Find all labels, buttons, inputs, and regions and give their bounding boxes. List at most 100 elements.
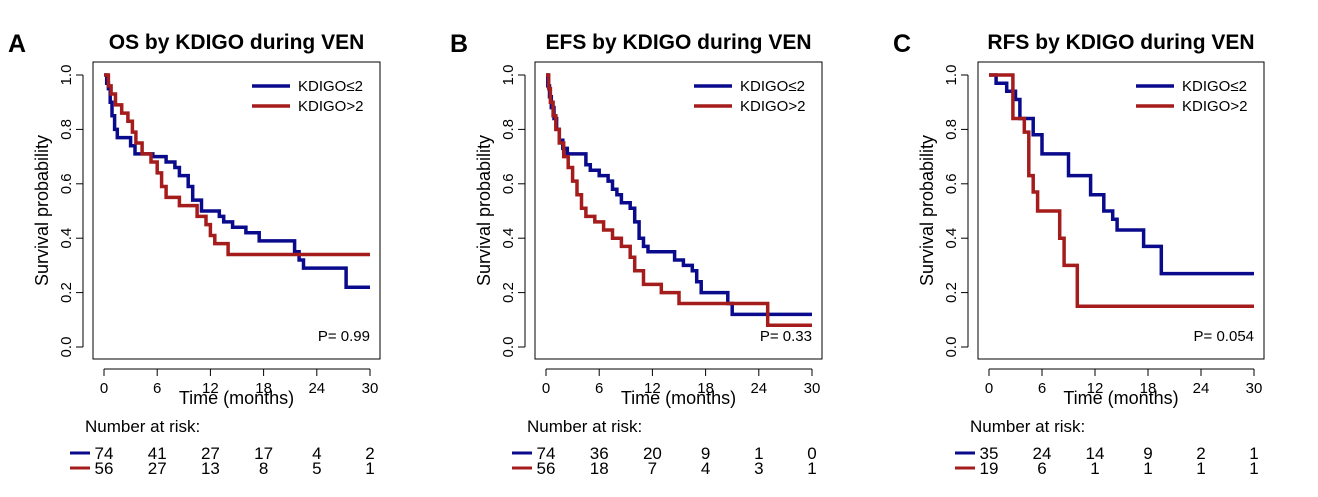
x-tick-label: 24 (1193, 380, 1210, 397)
risk-number: 17 (254, 444, 273, 463)
p-value: P= 0.054 (1194, 328, 1254, 345)
risk-number: 4 (312, 444, 321, 463)
chart-title: EFS by KDIGO during VEN (545, 31, 811, 54)
risk-number: 9 (701, 444, 710, 463)
risk-number: 19 (980, 459, 999, 478)
risk-table-title: Number at risk: (85, 417, 200, 436)
x-axis-label: Time (months) (1063, 388, 1178, 408)
y-tick-label: 0.8 (943, 119, 960, 140)
panel-a: A OS by KDIGO during VEN 0.0 0.2 0.4 0.6 0.8 1.… (8, 30, 381, 478)
plot-frame (977, 61, 1265, 360)
y-tick-label: 0.6 (943, 173, 960, 194)
risk-number: 1 (1249, 444, 1258, 463)
y-tick-label: 0.0 (500, 337, 517, 358)
x-tick-label: 24 (308, 380, 325, 397)
risk-number: 0 (807, 444, 816, 463)
risk-number: 56 (537, 459, 556, 478)
p-value: P= 0.33 (760, 328, 812, 345)
panel-letter: A (8, 30, 26, 58)
legend-label-2: KDIGO>2 (298, 98, 363, 115)
risk-number: 36 (590, 444, 609, 463)
risk-number: 1 (1143, 459, 1152, 478)
x-tick-label: 12 (202, 380, 219, 397)
panel-letter: B (450, 30, 468, 58)
y-tick-label: 1.0 (943, 65, 960, 86)
risk-number: 56 (95, 459, 114, 478)
x-tick-label: 18 (1140, 380, 1157, 397)
risk-number: 24 (1033, 444, 1052, 463)
y-tick-label: 0.0 (943, 337, 960, 358)
chart-title: RFS by KDIGO during VEN (987, 31, 1254, 54)
x-tick-label: 6 (153, 380, 161, 397)
panel-c: C RFS by KDIGO during VEN 0.0 0.2 0.4 0.6 0.8 1… (893, 30, 1265, 478)
x-tick-label: 0 (542, 380, 550, 397)
y-tick-label: 0.2 (58, 282, 75, 303)
legend-label-1: KDIGO≤2 (740, 78, 805, 95)
x-tick-label: 18 (697, 380, 714, 397)
x-tick-label: 30 (1246, 380, 1263, 397)
y-tick-label: 0.8 (500, 119, 517, 140)
risk-number: 1 (807, 459, 816, 478)
x-tick-label: 6 (1038, 380, 1046, 397)
y-tick-label: 1.0 (58, 65, 75, 86)
risk-table-title: Number at risk: (527, 417, 642, 436)
x-tick-label: 30 (804, 380, 821, 397)
risk-number: 74 (95, 444, 114, 463)
y-tick-label: 0.2 (943, 282, 960, 303)
y-tick-label: 0.4 (500, 228, 517, 249)
y-tick-label: 0.6 (500, 173, 517, 194)
x-tick-label: 12 (644, 380, 661, 397)
panel-b: B EFS by KDIGO during VEN 0.0 0.2 0.4 0.6 0.8 1… (450, 30, 823, 478)
risk-number: 4 (701, 459, 710, 478)
legend-label-1: KDIGO≤2 (1182, 78, 1247, 95)
y-axis-label: Survival probability (917, 135, 937, 286)
legend-label-2: KDIGO>2 (740, 98, 805, 115)
series-line-1 (104, 73, 370, 289)
chart-title: OS by KDIGO during VEN (109, 31, 365, 54)
y-tick-label: 1.0 (500, 65, 517, 86)
y-tick-label: 0.4 (943, 228, 960, 249)
plot-frame (534, 61, 823, 360)
x-tick-label: 6 (595, 380, 603, 397)
risk-number: 5 (312, 459, 321, 478)
risk-number: 9 (1143, 444, 1152, 463)
risk-number: 2 (1196, 444, 1205, 463)
x-tick-label: 12 (1087, 380, 1104, 397)
legend-label-1: KDIGO≤2 (298, 78, 363, 95)
y-axis-label: Survival probability (32, 135, 52, 286)
y-tick-label: 0.8 (58, 119, 75, 140)
risk-number: 1 (365, 459, 374, 478)
risk-number: 20 (643, 444, 662, 463)
risk-number: 1 (754, 444, 763, 463)
risk-table-title: Number at risk: (970, 417, 1085, 436)
y-tick-label: 0.2 (500, 282, 517, 303)
risk-number: 8 (259, 459, 268, 478)
p-value: P= 0.99 (318, 328, 370, 345)
x-tick-label: 0 (100, 380, 108, 397)
risk-number: 1 (1196, 459, 1205, 478)
plot-frame (92, 61, 381, 360)
series-line-1 (989, 73, 1254, 276)
risk-number: 14 (1086, 444, 1105, 463)
x-axis-label: Time (months) (621, 388, 736, 408)
risk-number: 1 (1249, 459, 1258, 478)
x-tick-label: 0 (985, 380, 993, 397)
risk-number: 2 (365, 444, 374, 463)
y-tick-label: 0.0 (58, 337, 75, 358)
risk-number: 1 (1090, 459, 1099, 478)
risk-number: 18 (590, 459, 609, 478)
y-axis-label: Survival probability (474, 135, 494, 286)
series-line-2 (104, 73, 370, 257)
x-axis-label: Time (months) (179, 388, 294, 408)
risk-number: 41 (148, 444, 167, 463)
x-tick-label: 30 (362, 380, 379, 397)
y-tick-label: 0.6 (58, 173, 75, 194)
risk-number: 6 (1037, 459, 1046, 478)
risk-number: 74 (537, 444, 556, 463)
risk-number: 27 (201, 444, 220, 463)
x-tick-label: 24 (750, 380, 767, 397)
legend-label-2: KDIGO>2 (1182, 98, 1247, 115)
series-line-2 (546, 73, 812, 327)
risk-number: 3 (754, 459, 763, 478)
